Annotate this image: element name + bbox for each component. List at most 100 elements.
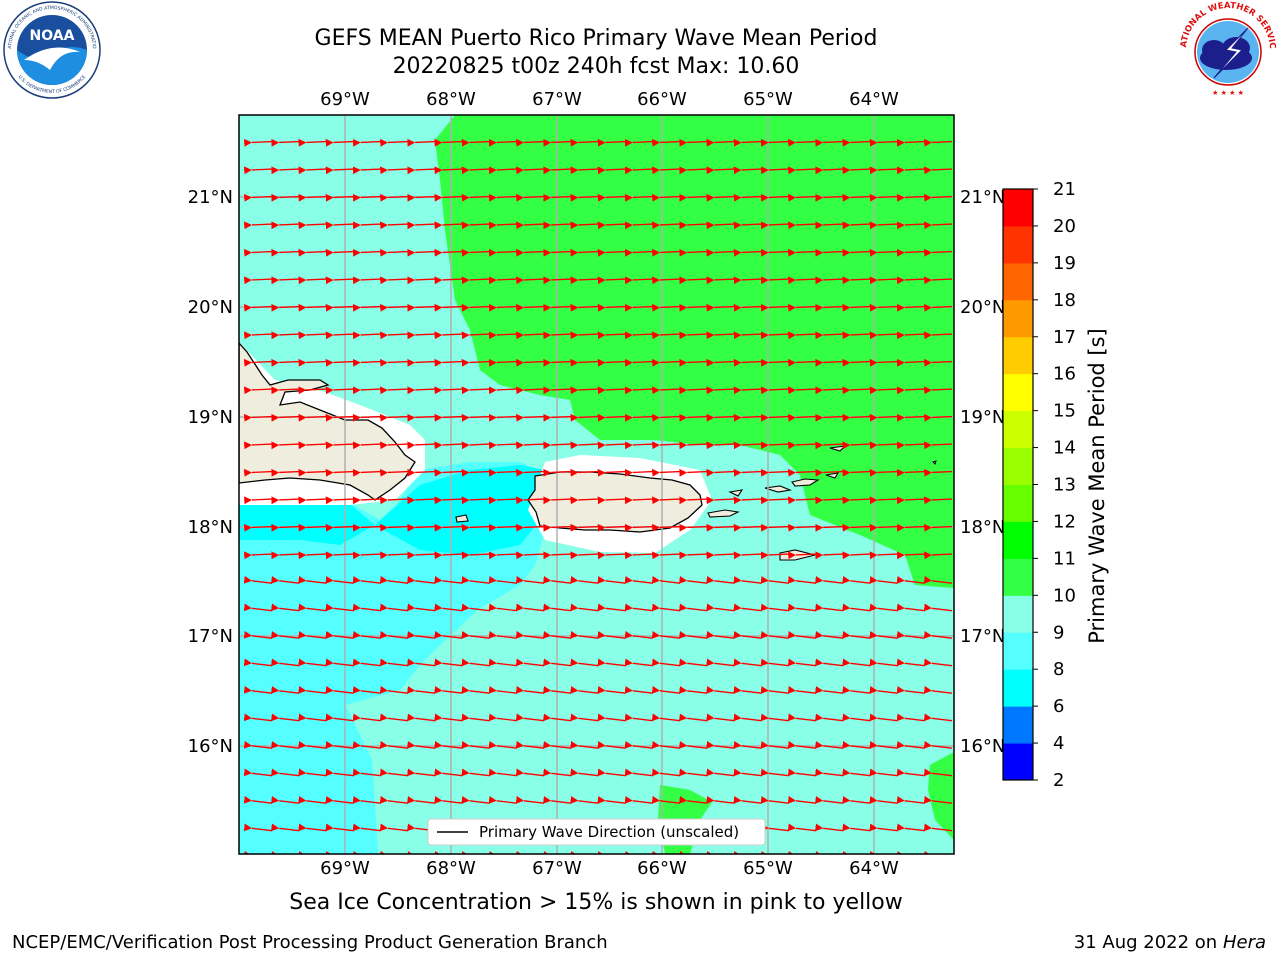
wave-arrow [352,276,381,285]
wave-arrow [543,413,572,422]
wave-arrow [923,685,953,694]
lon-label-top-69w: 69°W [320,89,370,110]
wave-arrow [842,221,871,230]
wave-arrow [706,768,735,777]
wave-arrow [244,166,273,175]
wave-arrow [352,740,381,749]
wave-arrow [406,575,436,584]
wave-arrow [243,658,273,667]
wave-arrow [515,630,545,639]
wave-arrow [815,523,844,532]
wave-arrow [380,276,409,285]
wave-arrow [787,630,817,639]
wave-arrow [379,658,409,667]
wave-arrow [488,138,517,147]
wave-arrow [488,386,517,395]
wave-arrow [869,740,898,749]
wave-arrow [488,221,517,230]
wave-arrow [542,603,572,612]
wave-arrow [923,768,953,777]
wave-arrow [352,441,381,450]
wave-arrow [461,603,490,612]
wave-arrow [270,795,300,804]
wave-arrow [488,166,517,175]
wave-arrow [570,630,599,639]
wave-arrow [379,575,409,584]
wave-arrow [543,193,572,202]
lat-label-right-20n: 20°N [960,297,1005,318]
wave-arrow [325,630,354,639]
wave-arrow [515,768,545,777]
wave-arrow [379,713,409,722]
colorbar-segment [1003,225,1033,264]
wave-arrow [270,575,300,584]
wave-arrow [923,575,953,584]
wave-arrow [570,575,599,584]
wave-arrow [678,658,708,667]
wave-arrow [788,413,817,422]
wave-arrow [461,630,490,639]
wave-arrow [325,413,354,422]
wave-arrow [380,386,409,395]
wave-arrow [352,575,381,584]
wave-arrow [896,413,925,422]
wave-arrow [869,823,898,832]
wave-arrow [406,630,436,639]
wave-arrow [488,441,517,450]
wave-arrow [325,386,354,395]
wave-arrow [624,276,653,285]
wave-arrow [461,248,490,257]
wave-arrow [271,523,300,532]
colorbar-tick-label: 15 [1053,401,1076,422]
legend-label: Primary Wave Direction (unscaled) [479,823,739,841]
wave-arrow [624,166,653,175]
period-band-6-8-west [239,500,375,545]
wave-arrow [570,358,599,367]
wave-arrow [869,603,898,612]
wave-arrow [298,768,327,777]
wave-arrow [869,221,898,230]
wave-arrow [624,303,653,312]
land-st-thomas [764,485,793,493]
wave-arrow [733,630,762,639]
wave-arrow [624,685,653,694]
wave-arrow [733,551,762,560]
wave-arrow [516,276,545,285]
wave-arrow [597,276,626,285]
wave-arrow [488,276,517,285]
sea-ice-note: Sea Ice Concentration > 15% is shown in … [289,890,903,915]
wave-arrow [542,795,572,804]
wave-arrow [597,138,626,147]
wave-arrow [815,441,844,450]
wave-arrow [896,823,925,832]
wave-arrow [516,193,545,202]
wave-arrow [814,685,844,694]
lat-label-left-20n: 20°N [188,297,233,318]
wave-arrow [787,685,817,694]
wave-arrow [325,303,354,312]
wave-arrow [815,221,844,230]
wave-arrow [434,468,463,477]
wave-arrow [406,768,436,777]
wave-arrow [896,138,925,147]
colorbar-tick-label: 11 [1053,548,1076,569]
wave-arrow [706,575,735,584]
wave-arrow [488,358,517,367]
wave-arrow [570,551,599,560]
wave-arrow [298,138,327,147]
wave-arrow [814,768,844,777]
wave-arrow [325,138,354,147]
wave-arrow [869,713,898,722]
wave-arrow [270,740,300,749]
wave-arrow [733,603,762,612]
wave-arrow [706,523,735,532]
wave-arrow [679,413,708,422]
noaa-logo-text: NOAA [30,28,75,44]
wave-arrow [706,138,735,147]
lat-label-left-19n: 19°N [188,407,233,428]
wave-arrow [543,386,572,395]
wave-arrow [271,441,300,450]
wave-arrow [896,221,925,230]
wave-arrow [597,658,626,667]
lat-label-right-17n: 17°N [960,626,1005,647]
